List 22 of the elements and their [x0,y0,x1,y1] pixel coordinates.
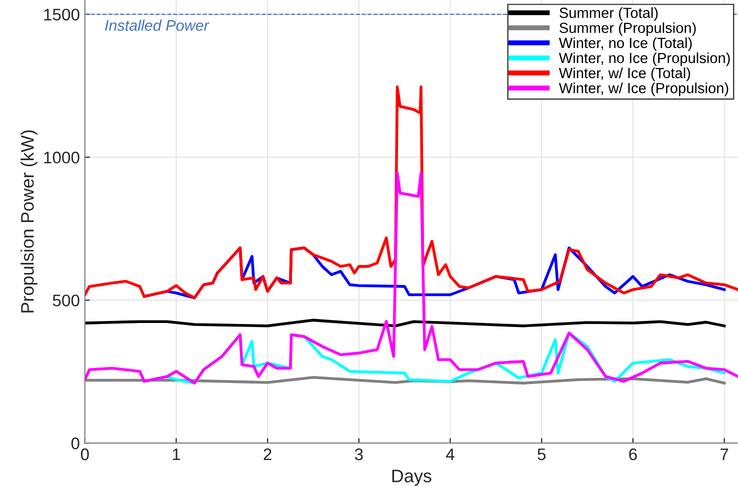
line-series [84,172,738,384]
y-tick-label: 1000 [44,152,80,164]
y-axis-title: Propulsion Power (kW) [20,130,38,312]
legend-label: Winter, no Ice (Total) [558,37,692,51]
y-tick-label: 0 [71,438,80,450]
x-tick-label: 3 [354,448,363,460]
y-tick-label: 1500 [44,8,80,20]
x-tick-label: 5 [538,448,546,460]
legend-label: Winter, w/ Ice (Total) [558,68,690,82]
x-tick-label: 1 [172,448,180,460]
x-tick-label: 7 [720,448,728,460]
x-axis-title: Days [392,470,432,486]
x-tick-label: 6 [629,448,637,460]
legend-label: Winter, no Ice (Propulsion) [558,52,730,66]
x-tick-label: 4 [446,448,454,460]
y-tick-label: 500 [52,294,80,306]
legend-label: Summer (Propulsion) [560,22,696,36]
legend-label: Summer (Total) [560,7,658,21]
legend-label: Winter, w/ Ice (Propulsion) [558,82,728,96]
ref-line-label: Installed Power [105,20,210,31]
x-tick-label: 0 [80,448,89,460]
x-tick-label: 2 [264,448,272,460]
